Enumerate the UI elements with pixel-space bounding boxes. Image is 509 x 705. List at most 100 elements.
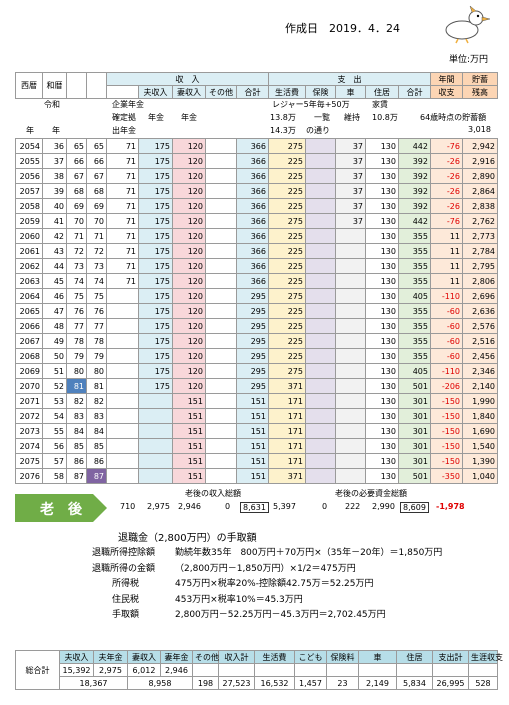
cell: 366 — [236, 228, 269, 244]
cell: 75 — [66, 288, 87, 304]
cell — [106, 468, 139, 484]
cell: 130 — [365, 348, 399, 364]
cell: 355 — [398, 228, 431, 244]
cell: 371 — [268, 378, 306, 394]
row: 2064 46 75 75 175 120 295 275 130 405 -110 2,696 — [15, 288, 498, 304]
cell: 71 — [106, 258, 139, 274]
section-title: 退職金（2,800万円）の手取額 — [118, 533, 257, 544]
cell: 151 — [236, 393, 269, 409]
cell: 77 — [66, 318, 87, 334]
cell — [305, 468, 336, 484]
cell: 69 — [86, 198, 107, 214]
summary-value: 15,392 — [59, 663, 94, 677]
cell — [305, 363, 336, 379]
cell: 301 — [398, 393, 431, 409]
cell: 2,456 — [462, 348, 498, 364]
cell — [106, 363, 139, 379]
header-cell: 住居 — [365, 85, 400, 99]
note: 年金 — [181, 113, 197, 122]
cell — [205, 213, 237, 229]
cell — [106, 378, 139, 394]
cell — [205, 228, 237, 244]
cell: 66 — [66, 153, 87, 169]
cell: 56 — [42, 438, 67, 454]
cell: 85 — [86, 438, 107, 454]
retire-text: 2,800万円－52.25万円－45.3万円＝2,702.45万円 — [175, 610, 386, 620]
cell — [205, 198, 237, 214]
cell — [205, 258, 237, 274]
cell — [205, 318, 237, 334]
cell: 301 — [398, 438, 431, 454]
cell — [305, 183, 336, 199]
cell — [335, 453, 366, 469]
cell: 70 — [66, 213, 87, 229]
summary-header: 住居 — [396, 650, 433, 664]
created-date: 作成日 2019．4．24 — [285, 22, 400, 35]
cell: 295 — [236, 348, 269, 364]
cell: 51 — [42, 363, 67, 379]
cell: 2062 — [15, 258, 43, 274]
cell: 49 — [42, 333, 67, 349]
summary-table: 総合計 夫収入 夫年金 妻収入 妻年金 その他 収入計 生活費 こども 保険料車住居 支出計 生涯収支… — [15, 650, 503, 690]
total-value: 8,631 — [240, 502, 269, 513]
cell: 130 — [365, 363, 399, 379]
cell: 66 — [86, 153, 107, 169]
cell — [335, 348, 366, 364]
cell: 151 — [236, 468, 269, 484]
cell: 130 — [365, 168, 399, 184]
row: 2071 53 82 82 151 151 171 130 301 -150 1,990 — [15, 393, 498, 409]
header-cell: 妻収入 — [172, 85, 206, 99]
cell: 2076 — [15, 468, 43, 484]
cell: 295 — [236, 378, 269, 394]
cell: 392 — [398, 168, 431, 184]
row: 2065 47 76 76 175 120 295 225 130 355 -60 2,636 — [15, 303, 498, 319]
cell: 120 — [172, 243, 206, 259]
cell: 48 — [42, 318, 67, 334]
cell: 120 — [172, 288, 206, 304]
cell: -60 — [430, 303, 463, 319]
cell: -150 — [430, 393, 463, 409]
cell: 371 — [268, 468, 306, 484]
cell — [335, 288, 366, 304]
cell: 2064 — [15, 288, 43, 304]
cell: 37 — [335, 153, 366, 169]
cell — [205, 363, 237, 379]
cell: 71 — [106, 228, 139, 244]
cell: 151 — [172, 393, 206, 409]
cell: 405 — [398, 288, 431, 304]
cell: 225 — [268, 333, 306, 349]
total-value: 0 — [225, 502, 231, 511]
cell: 82 — [66, 393, 87, 409]
cell — [335, 303, 366, 319]
summary-value: 6,012 — [127, 663, 161, 677]
cell: 151 — [172, 423, 206, 439]
cell: 72 — [66, 243, 87, 259]
cell — [205, 378, 237, 394]
cell — [205, 138, 237, 154]
cell: 11 — [430, 273, 463, 289]
summary-header: その他 — [192, 650, 219, 664]
cell: 65 — [66, 138, 87, 154]
cell: 175 — [138, 228, 173, 244]
header-cell: 夫収入 — [138, 85, 173, 99]
cell — [335, 393, 366, 409]
cell: -60 — [430, 333, 463, 349]
note: 一覧 — [314, 113, 330, 122]
cell — [335, 363, 366, 379]
cell: 2068 — [15, 348, 43, 364]
cell: 175 — [138, 273, 173, 289]
note: 64歳時点の貯蓄額 — [420, 113, 487, 122]
cell: 225 — [268, 348, 306, 364]
cell: 275 — [268, 288, 306, 304]
cell: 76 — [66, 303, 87, 319]
cell: 120 — [172, 273, 206, 289]
cell: 130 — [365, 303, 399, 319]
retire-label: 住民税 — [112, 594, 140, 605]
cell: 355 — [398, 273, 431, 289]
cell: 2063 — [15, 273, 43, 289]
cell — [305, 438, 336, 454]
total-value: 2,990 — [372, 502, 395, 511]
header-cell: 年間 — [430, 72, 464, 86]
summary-empty — [326, 663, 359, 677]
summary-header: 夫収入 — [59, 650, 94, 664]
